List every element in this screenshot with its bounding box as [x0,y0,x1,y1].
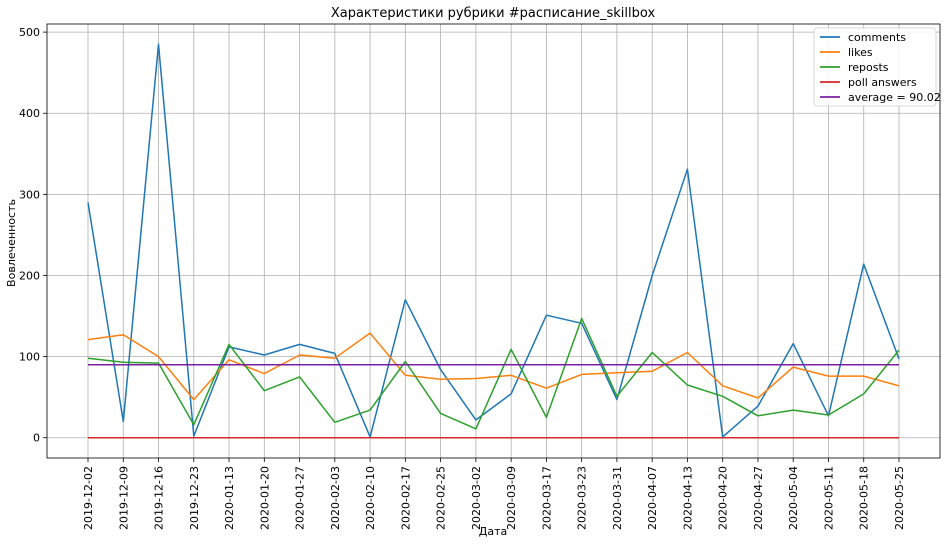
x-tick-label: 2020-01-13 [223,466,236,530]
y-axis-label: Вовлеченность [5,199,18,287]
x-tick-label: 2019-12-02 [82,466,95,530]
series-line-2 [87,317,900,430]
x-tick-label: 2020-03-23 [576,466,589,530]
y-tick-label: 500 [19,26,40,39]
y-tick-label: 100 [19,351,40,364]
series-lines [87,43,900,439]
grid [47,24,940,458]
legend-box [813,27,937,107]
x-tick-label: 2020-03-09 [505,466,518,530]
x-tick-label: 2020-02-25 [435,466,448,530]
legend-label-2: reposts [848,61,889,74]
chart-title: Характеристики рубрики #расписание_skill… [331,6,656,21]
plot-area-frame [46,23,941,459]
y-tick-label: 300 [19,188,40,201]
x-tick-label: 2020-04-07 [646,466,659,530]
series-line-0 [87,43,900,438]
x-tick-label: 2020-02-03 [329,466,342,530]
legend: comments likes reposts poll answers average … [813,27,941,107]
legend-label-0: comments [848,31,906,44]
series-line-1 [87,332,900,401]
x-tick-label: 2020-01-27 [294,466,307,530]
x-tick-label: 2020-05-11 [822,466,835,530]
x-tick-label: 2019-12-16 [153,466,166,530]
legend-label-1: likes [848,46,873,59]
x-tick-label: 2019-12-09 [117,466,130,530]
x-tick-label: 2020-03-31 [611,466,624,530]
x-tick-label: 2020-04-27 [752,466,765,530]
x-tick-label: 2020-04-20 [717,466,730,530]
x-tick-label: 2020-02-17 [399,466,412,530]
x-tick-label: 2020-03-17 [540,466,553,530]
x-axis-label: Дата [479,525,507,538]
x-tick-label: 2019-12-23 [188,466,201,530]
legend-label-3: poll answers [848,76,917,89]
x-tick-label: 2020-02-10 [364,466,377,530]
y-tick-label: 400 [19,107,40,120]
y-tick-label: 200 [19,269,40,282]
x-tick-label: 2020-05-25 [893,466,906,530]
legend-label-4: average = 90.02 [848,91,941,104]
x-tick-label: 2020-04-13 [681,466,694,530]
x-tick-label: 2020-05-18 [858,466,871,530]
y-tick-label: 0 [33,432,40,445]
x-tick-label: 2020-03-02 [470,466,483,530]
axis-ticks: 0 100 200 300 400 500 2019-12-02 2019-12-09 2019… [19,26,906,530]
x-tick-label: 2020-01-20 [258,466,271,530]
x-tick-label: 2020-05-04 [787,466,800,530]
